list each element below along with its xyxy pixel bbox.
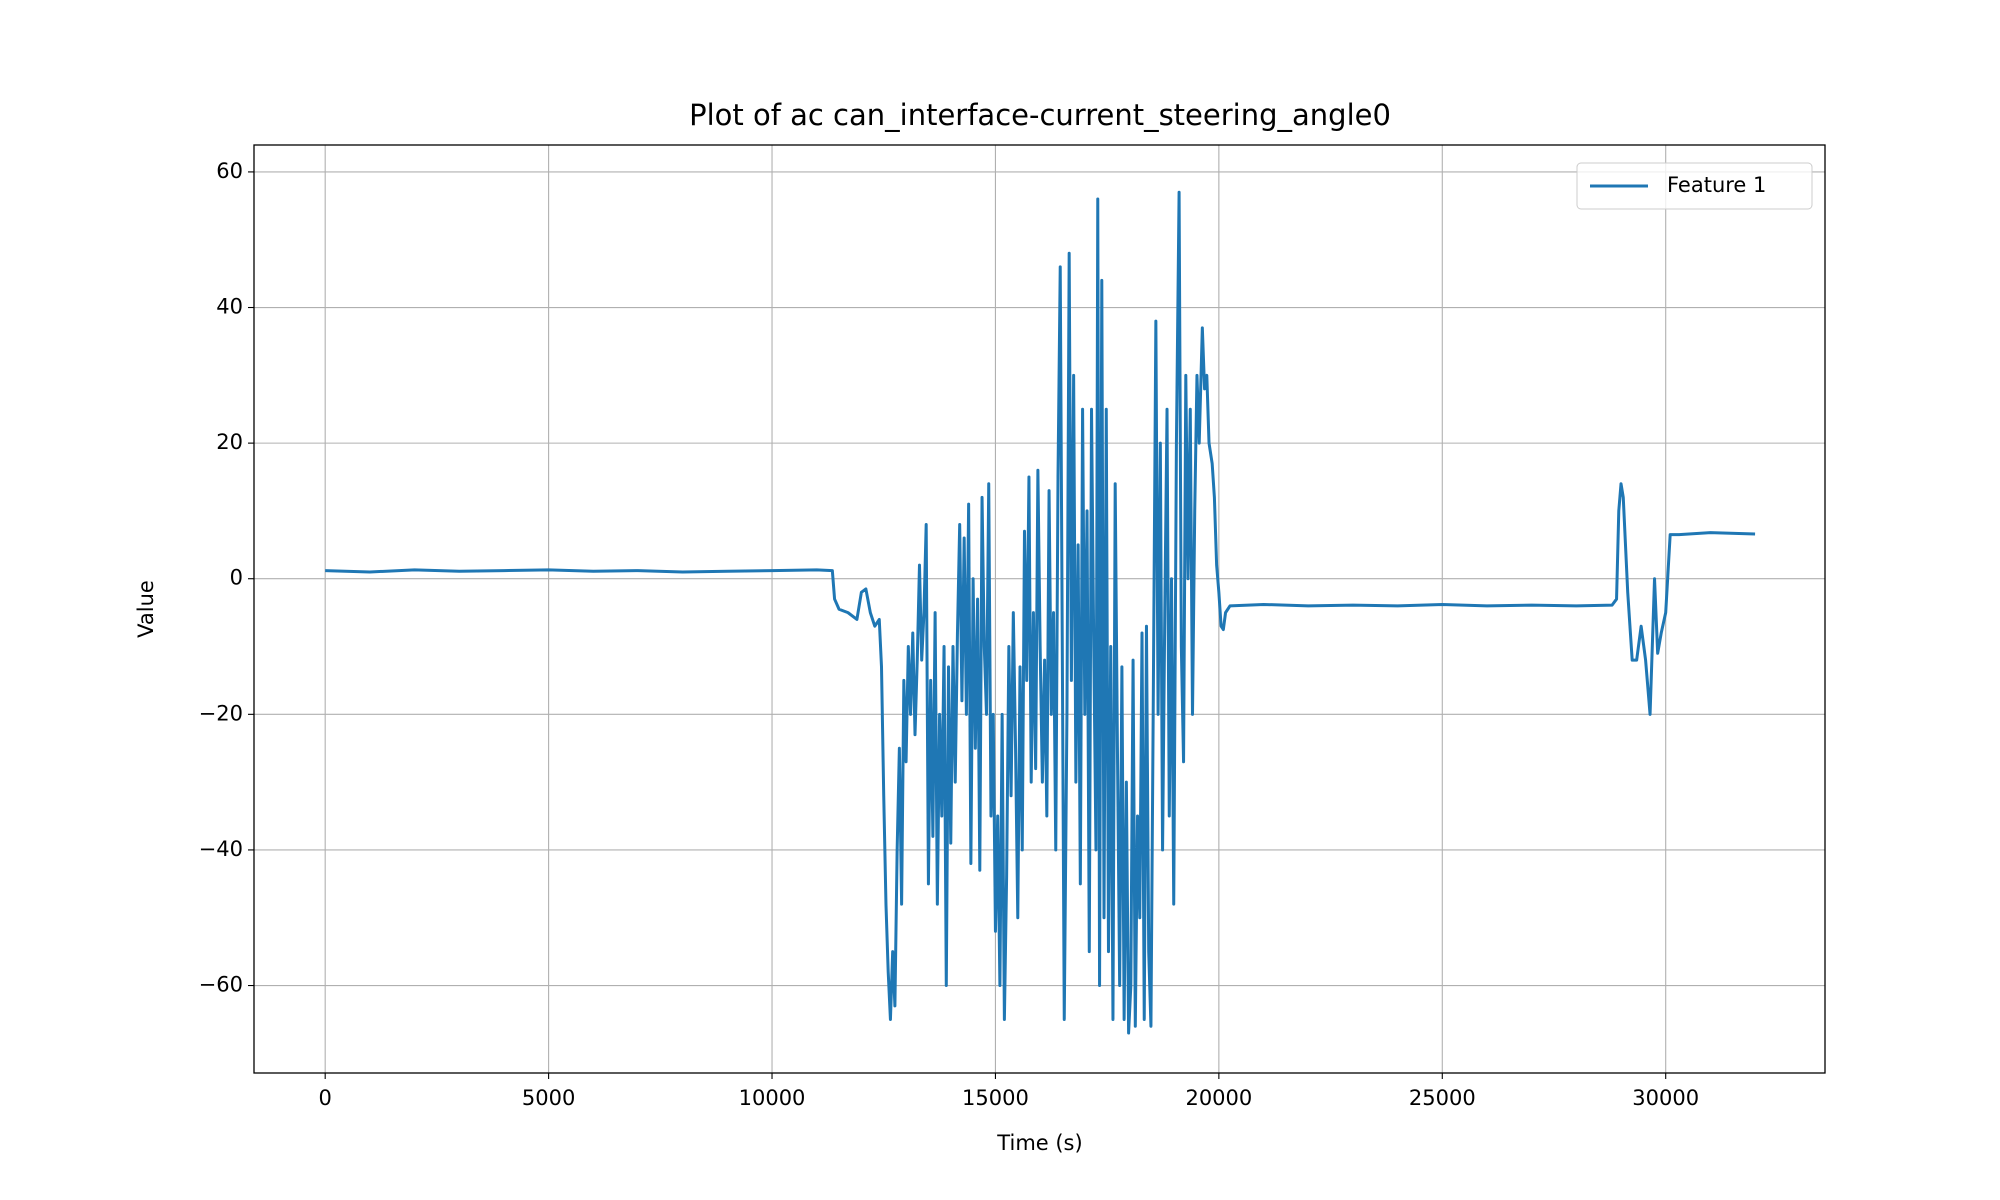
data-line <box>325 190 1756 1035</box>
y-tick-label: 0 <box>230 566 243 590</box>
chart-title: Plot of ac can_interface-current_steerin… <box>689 98 1391 132</box>
y-tick-label: 60 <box>216 159 243 183</box>
plot-frame <box>253 144 1826 1074</box>
y-axis-label: Value <box>134 580 158 638</box>
x-tick-label: 15000 <box>962 1086 1029 1110</box>
legend-box <box>1576 162 1813 210</box>
y-tick-label: −40 <box>199 837 243 861</box>
x-tick-label: 10000 <box>739 1086 806 1110</box>
x-tick-label: 5000 <box>522 1086 575 1110</box>
y-tick-label: −60 <box>199 973 243 997</box>
x-axis-label: Time (s) <box>996 1131 1082 1155</box>
legend: Feature 1 <box>1576 162 1813 210</box>
x-tick-label: 20000 <box>1185 1086 1252 1110</box>
y-tick-label: −20 <box>199 701 243 725</box>
x-tick-label: 25000 <box>1409 1086 1476 1110</box>
legend-label: Feature 1 <box>1667 173 1766 197</box>
y-tick-label: 20 <box>216 430 243 454</box>
y-tick-label: 40 <box>216 295 243 319</box>
x-tick-label: 0 <box>318 1086 331 1110</box>
x-tick-label: 30000 <box>1632 1086 1699 1110</box>
